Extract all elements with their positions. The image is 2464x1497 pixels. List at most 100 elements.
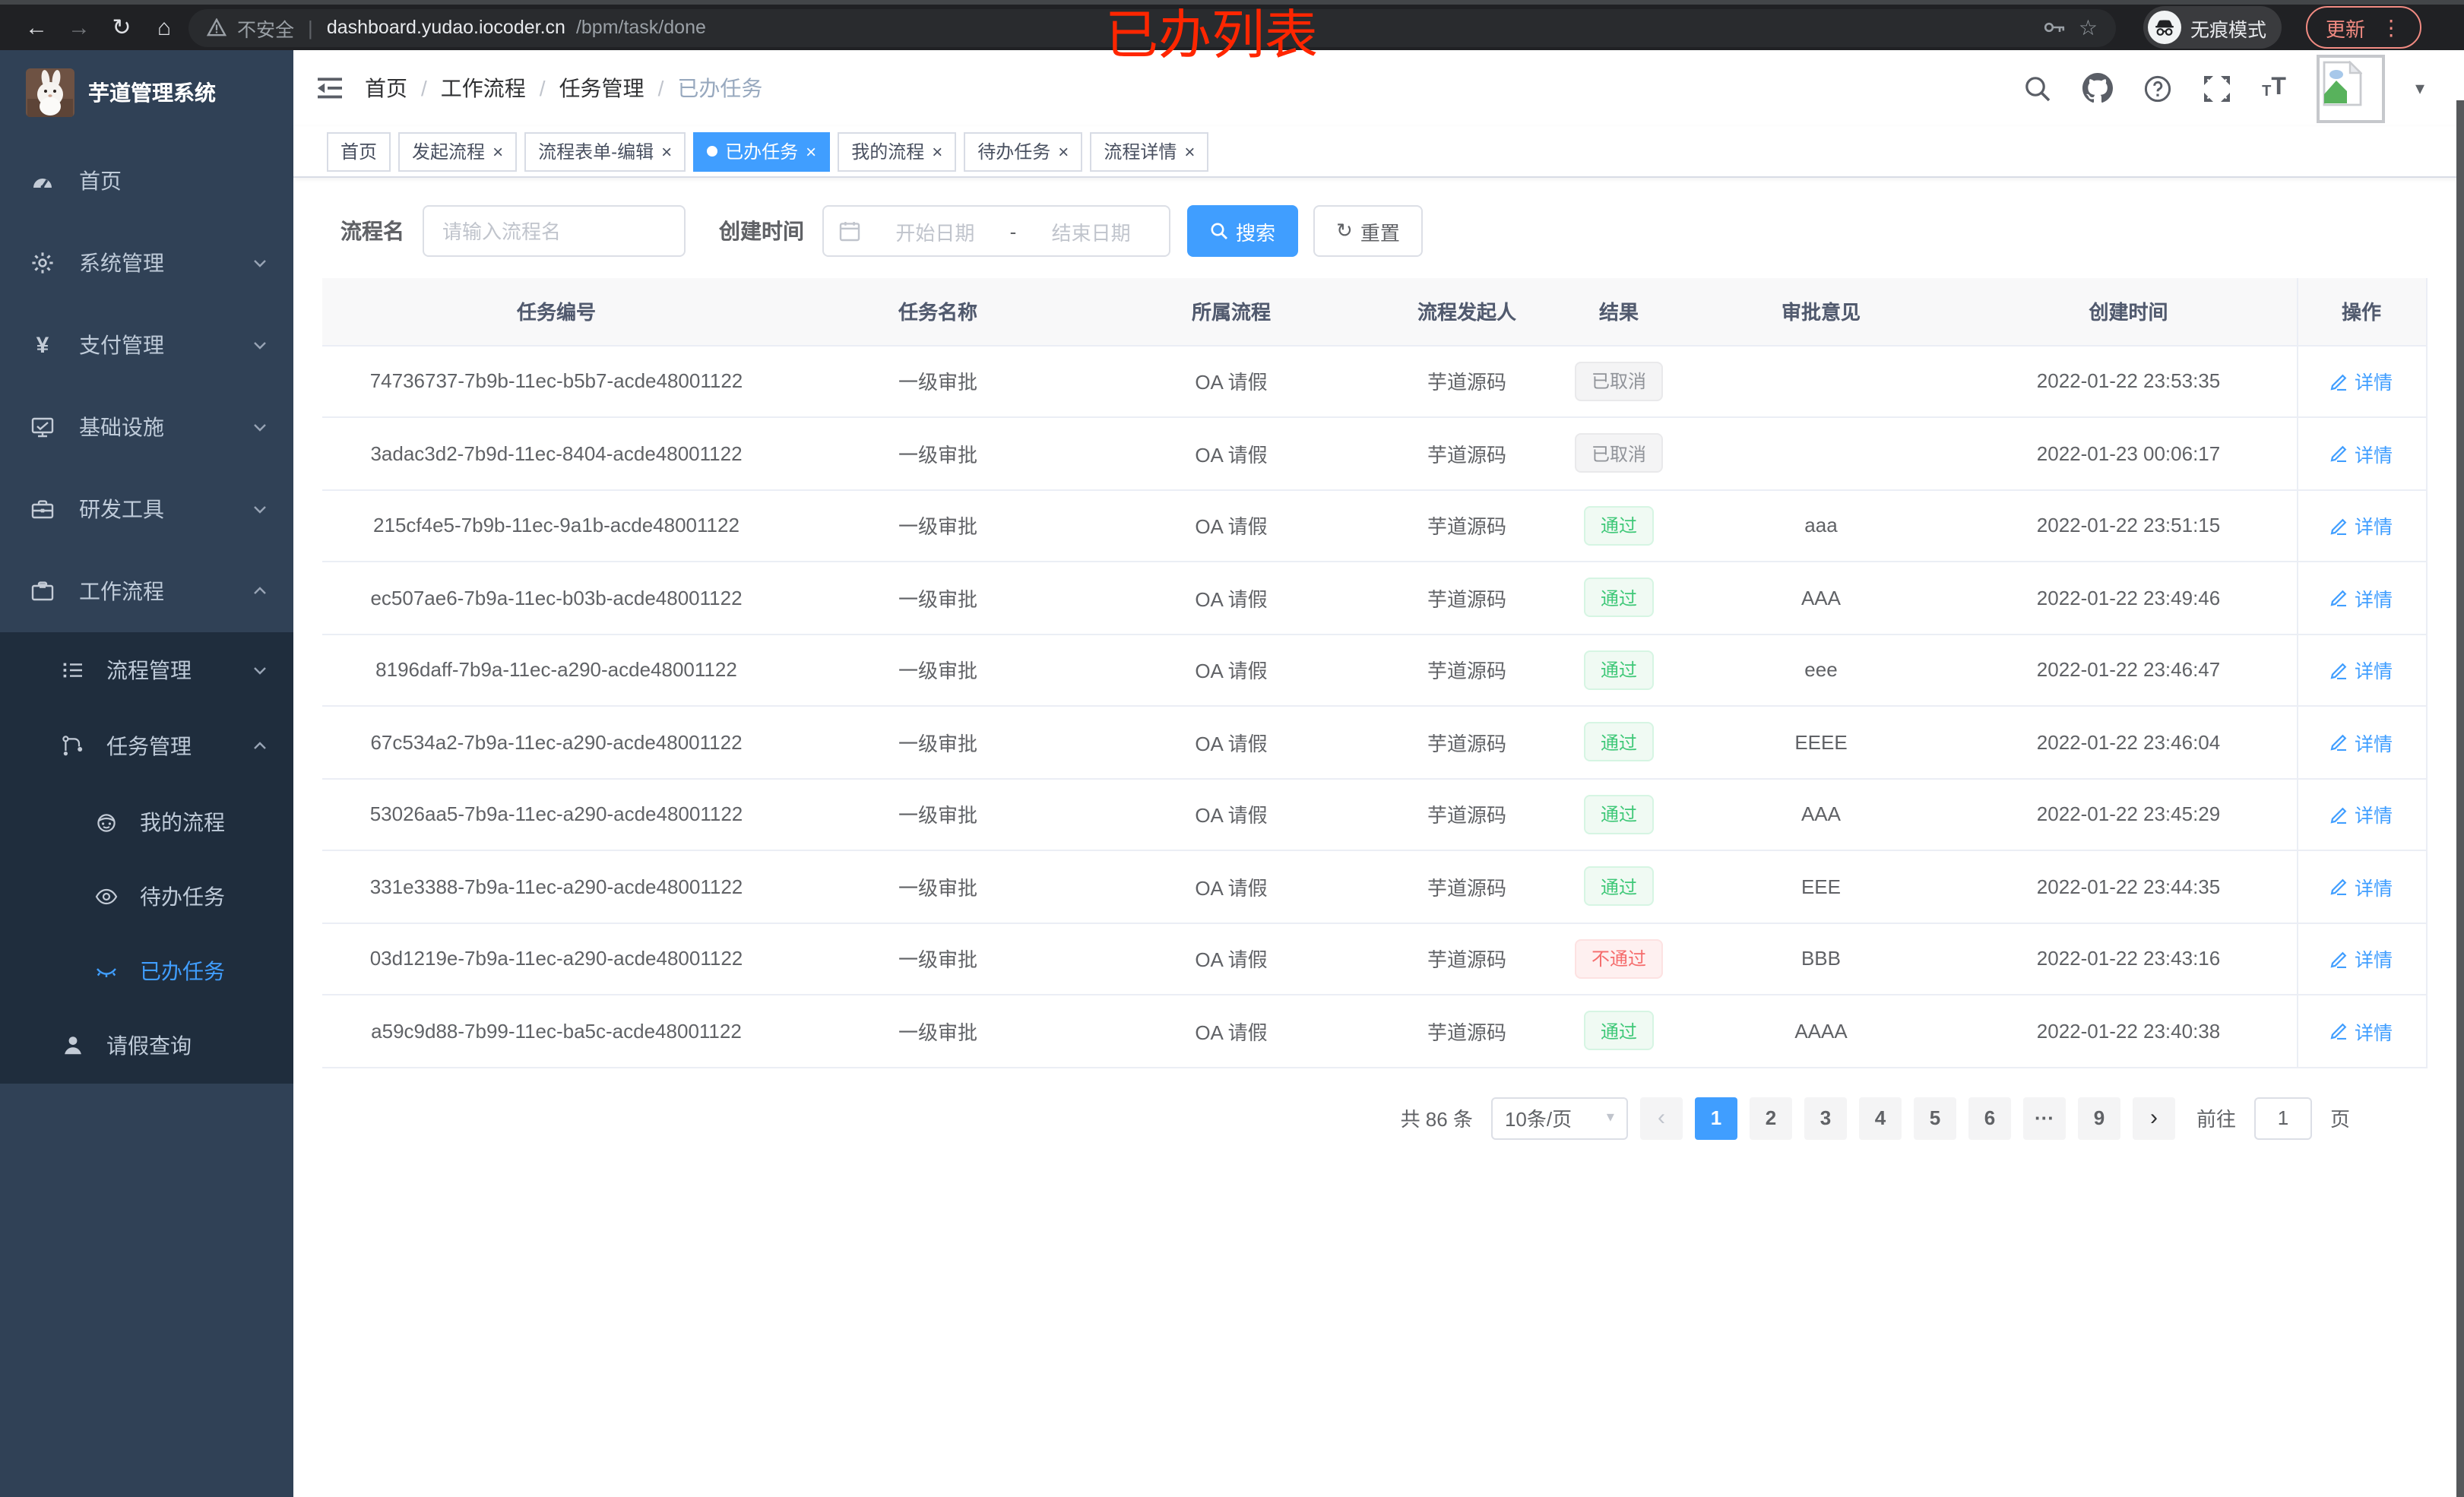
tags-view: 首页 发起流程 × 流程表单-编辑 × 已办任务 × 我的流程 ×: [293, 126, 2464, 178]
total-count: 共 86 条: [1400, 1108, 1473, 1131]
sidebar-item-system[interactable]: 系统管理: [0, 222, 293, 304]
chevron-down-icon: [251, 254, 269, 272]
tab-start-process[interactable]: 发起流程 ×: [398, 131, 518, 171]
detail-link[interactable]: 详情: [2330, 728, 2393, 757]
tasks-table: 任务编号 任务名称 所属流程 流程发起人 结果 审批意见 创建时间 操作: [322, 278, 2427, 1068]
search-icon[interactable]: [2023, 74, 2052, 103]
table-row: 53026aa5-7b9a-11ec-a290-acde48001122 一级审批…: [322, 778, 2427, 851]
sidebar-item-home[interactable]: 首页: [0, 140, 293, 222]
process-name-input[interactable]: [423, 205, 686, 257]
tab-process-detail[interactable]: 流程详情 ×: [1090, 131, 1209, 171]
sidebar-item-done-tasks[interactable]: 已办任务: [0, 933, 293, 1008]
update-label: 更新: [2326, 17, 2366, 40]
next-page-button[interactable]: ›: [2132, 1097, 2175, 1139]
tab-todo-tasks[interactable]: 待办任务 ×: [964, 131, 1083, 171]
breadcrumb-item[interactable]: 工作流程: [440, 76, 526, 100]
edit-icon: [2330, 879, 2347, 896]
close-icon[interactable]: ×: [492, 141, 504, 162]
detail-link[interactable]: 详情: [2330, 511, 2393, 540]
tab-form-edit[interactable]: 流程表单-编辑 ×: [524, 131, 686, 171]
sidebar-item-todo-tasks[interactable]: 待办任务: [0, 859, 293, 933]
date-range-picker[interactable]: 开始日期 - 结束日期: [822, 205, 1170, 257]
browser-menu-icon[interactable]: ⋮: [2380, 14, 2402, 39]
sidebar-item-task-mgmt[interactable]: 任务管理: [0, 708, 293, 784]
table-row: 03d1219e-7b9a-11ec-a290-acde48001122 一级审批…: [322, 923, 2427, 995]
toolbox-icon: [30, 497, 55, 521]
tab-my-process[interactable]: 我的流程 ×: [838, 131, 957, 171]
edit-icon: [2330, 374, 2347, 391]
detail-link[interactable]: 详情: [2330, 367, 2393, 396]
sidebar-item-infra[interactable]: 基础设施: [0, 386, 293, 468]
page-button-5[interactable]: 5: [1913, 1097, 1956, 1139]
key-icon[interactable]: [2044, 18, 2068, 36]
browser-back-icon[interactable]: ←: [25, 14, 48, 40]
bookmark-star-icon[interactable]: ☆: [2078, 14, 2098, 39]
window-scrollbar[interactable]: [2456, 100, 2464, 1497]
browser-toolbar: ← → ↻ ⌂ 不安全 | dashboard.yudao.iocoder.cn…: [0, 0, 2464, 50]
calendar-icon: [839, 222, 860, 242]
search-button[interactable]: 搜索: [1187, 205, 1299, 257]
sidebar-item-label: 我的流程: [140, 809, 225, 834]
sidebar-item-process-mgmt[interactable]: 流程管理: [0, 632, 293, 708]
update-button[interactable]: 更新 ⋮: [2306, 6, 2422, 49]
avatar[interactable]: [2316, 54, 2385, 122]
chevron-down-icon: [251, 418, 269, 436]
address-bar[interactable]: 不安全 | dashboard.yudao.iocoder.cn/bpm/tas…: [188, 8, 2116, 46]
page-button-2[interactable]: 2: [1749, 1097, 1792, 1139]
breadcrumb-item[interactable]: 首页: [365, 76, 407, 100]
sidebar-item-workflow[interactable]: 工作流程: [0, 550, 293, 632]
sidebar-menu: 首页 系统管理: [0, 140, 293, 1084]
page-button-4[interactable]: 4: [1858, 1097, 1902, 1139]
detail-link[interactable]: 详情: [2330, 800, 2393, 829]
breadcrumb-item[interactable]: 任务管理: [559, 76, 645, 100]
filter-form: 流程名 创建时间 开始日期 - 结束日期: [322, 205, 2435, 257]
browser-forward-icon[interactable]: →: [68, 14, 90, 40]
page-size-select[interactable]: 10条/页 ▾: [1490, 1097, 1628, 1139]
detail-link[interactable]: 详情: [2330, 584, 2393, 612]
address-divider: |: [308, 16, 313, 39]
detail-link[interactable]: 详情: [2330, 945, 2393, 973]
avatar-caret-icon[interactable]: ▾: [2415, 78, 2424, 99]
close-icon[interactable]: ×: [806, 141, 817, 162]
page-ellipsis[interactable]: ···: [2022, 1097, 2066, 1139]
detail-link[interactable]: 详情: [2330, 439, 2393, 468]
sidebar-item-devtools[interactable]: 研发工具: [0, 468, 293, 550]
sidebar-item-label: 流程管理: [106, 658, 192, 682]
browser-home-icon[interactable]: ⌂: [157, 14, 172, 40]
logo-row[interactable]: 芋道管理系统: [0, 50, 293, 134]
sidebar-item-label: 请假查询: [106, 1033, 192, 1058]
briefcase-icon: [30, 579, 55, 603]
github-icon[interactable]: [2082, 73, 2114, 103]
goto-page-input[interactable]: [2253, 1097, 2312, 1139]
detail-link[interactable]: 详情: [2330, 656, 2393, 685]
close-icon[interactable]: ×: [1184, 141, 1196, 162]
main-area: 首页 / 工作流程 / 任务管理 / 已办任务: [293, 50, 2464, 1497]
close-icon[interactable]: ×: [661, 141, 673, 162]
chevron-up-icon: [251, 737, 269, 755]
sidebar-item-payment[interactable]: ¥ 支付管理: [0, 304, 293, 386]
edit-icon: [2330, 590, 2347, 607]
sidebar-item-leave-query[interactable]: 请假查询: [0, 1008, 293, 1084]
close-icon[interactable]: ×: [932, 141, 943, 162]
page-button-1[interactable]: 1: [1694, 1097, 1737, 1139]
page-button-9[interactable]: 9: [2077, 1097, 2120, 1139]
page-button-6[interactable]: 6: [1968, 1097, 2011, 1139]
goto-unit-label: 页: [2329, 1108, 2350, 1131]
help-icon[interactable]: [2143, 74, 2172, 103]
tab-home[interactable]: 首页: [327, 131, 391, 171]
detail-link[interactable]: 详情: [2330, 872, 2393, 901]
col-starter: 流程发起人: [1377, 278, 1557, 346]
close-icon[interactable]: ×: [1058, 141, 1069, 162]
tab-done-tasks[interactable]: 已办任务 ×: [693, 131, 831, 171]
detail-link[interactable]: 详情: [2330, 1017, 2393, 1046]
sidebar-collapse-icon[interactable]: [316, 76, 344, 100]
page-button-3[interactable]: 3: [1804, 1097, 1847, 1139]
prev-page-button[interactable]: ‹: [1639, 1097, 1683, 1139]
sidebar-item-my-process[interactable]: 我的流程: [0, 784, 293, 859]
fullscreen-icon[interactable]: [2203, 74, 2231, 103]
reset-button[interactable]: ↻ 重置: [1313, 205, 1423, 257]
list-icon: [61, 658, 85, 682]
browser-reload-icon[interactable]: ↻: [112, 15, 131, 41]
